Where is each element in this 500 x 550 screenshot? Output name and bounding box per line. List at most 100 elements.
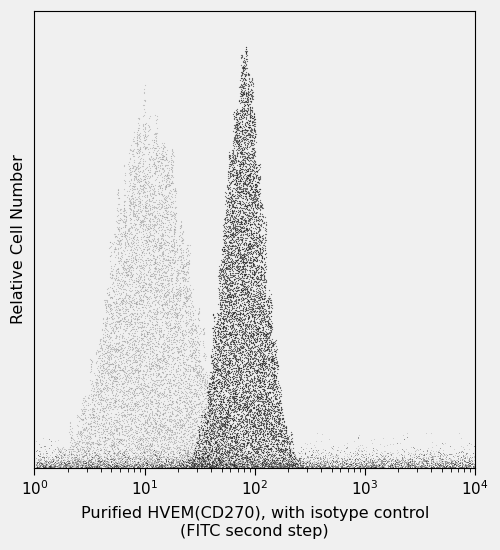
Point [250,278,258,287]
Point [237,72,245,80]
Point [379,463,387,472]
Point [131,365,139,373]
Point [216,460,224,469]
Point [250,314,258,323]
Point [97,378,105,387]
Point [152,399,160,408]
Point [379,463,387,471]
Point [374,463,382,471]
Point [175,447,183,456]
Point [80,458,88,467]
Point [174,271,182,279]
Point [190,311,198,320]
Point [121,390,129,399]
Point [156,449,164,458]
Point [124,252,132,261]
Point [229,293,237,301]
Point [162,241,170,250]
Point [236,373,244,382]
Point [78,463,86,471]
Point [146,460,154,469]
Point [220,448,228,456]
Point [340,454,347,463]
Point [222,461,230,470]
Point [172,433,180,442]
Point [236,461,244,470]
Point [244,151,252,160]
Point [222,258,230,267]
Point [122,437,130,446]
Point [246,138,254,146]
Point [230,332,237,341]
Point [141,370,149,378]
Point [230,152,238,161]
Point [91,397,99,406]
Point [242,341,250,350]
Point [226,453,234,462]
Point [156,451,164,460]
Point [138,334,146,343]
Point [432,461,440,470]
Point [139,167,147,175]
Point [204,463,212,471]
Point [241,414,249,423]
Point [242,365,250,373]
Point [204,449,212,458]
Point [158,380,166,389]
Point [236,320,244,328]
Point [190,463,198,472]
Point [266,395,274,404]
Point [166,444,174,453]
Point [150,271,158,279]
Point [222,261,230,270]
Point [242,162,250,170]
Point [168,431,175,439]
Point [448,463,456,471]
Point [246,456,254,465]
Point [188,420,196,428]
Point [226,172,234,181]
Point [256,174,264,183]
Point [251,234,259,243]
Point [238,403,246,412]
Point [147,285,155,294]
Point [161,238,169,247]
Point [241,161,249,170]
Point [266,366,274,375]
Point [198,458,206,466]
Point [108,462,116,471]
Point [240,189,248,197]
Point [118,349,126,358]
Point [256,274,264,283]
Point [144,399,152,408]
Point [268,364,276,373]
Point [264,396,272,405]
Point [130,208,138,217]
Point [106,334,114,343]
Point [236,266,244,275]
Point [260,403,268,412]
Point [185,459,193,468]
Point [134,368,142,377]
Point [126,327,134,336]
Point [450,444,458,453]
Point [368,450,376,459]
Point [116,235,124,244]
Point [110,400,118,409]
Point [272,455,280,464]
Point [220,430,228,438]
Point [338,458,346,467]
Point [226,358,234,367]
Point [103,449,111,458]
Point [203,445,211,454]
Point [110,460,118,469]
Point [154,455,162,464]
Point [65,427,73,436]
Point [182,450,190,459]
Point [200,384,208,393]
Point [50,454,58,463]
Point [182,296,190,305]
Point [115,338,123,346]
Point [270,364,278,372]
Point [126,296,134,305]
